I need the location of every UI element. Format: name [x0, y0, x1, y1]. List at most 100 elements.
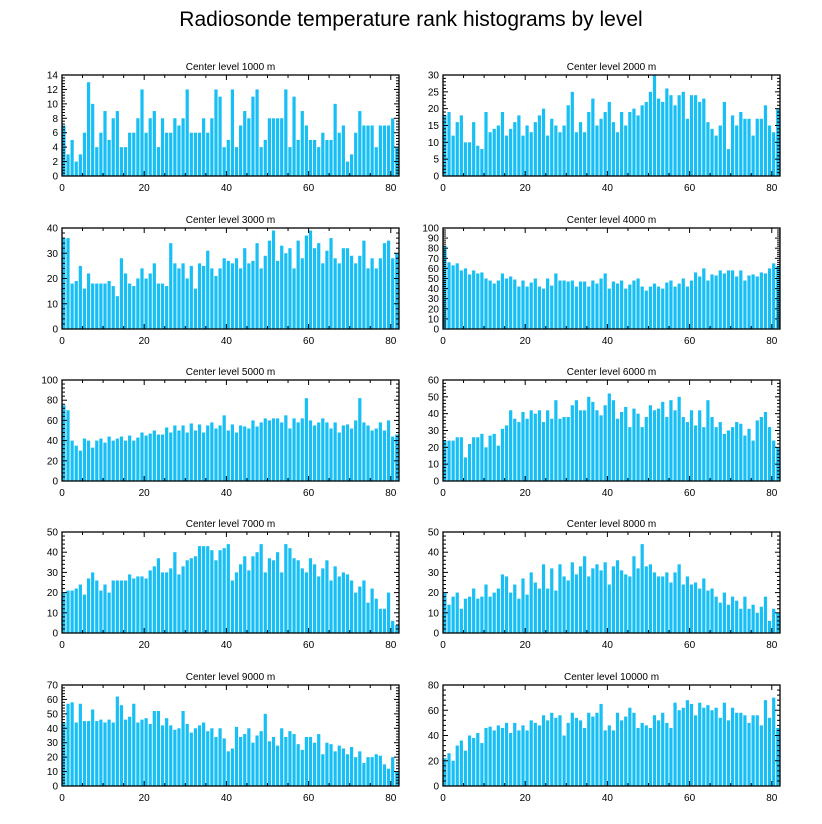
bar — [325, 250, 329, 329]
bar — [165, 572, 169, 633]
bar — [386, 125, 391, 176]
x-tick-label: 60 — [303, 640, 315, 651]
bar — [165, 286, 169, 329]
bar — [767, 620, 772, 633]
bar — [119, 580, 124, 633]
bar — [743, 596, 747, 633]
x-tick-label: 20 — [520, 488, 532, 499]
bar — [189, 732, 193, 786]
bar — [107, 436, 111, 481]
bar — [574, 400, 579, 481]
bar — [185, 278, 189, 329]
bar — [451, 265, 455, 329]
x-tick-label: 80 — [766, 336, 778, 347]
bar — [566, 580, 570, 633]
bar — [694, 582, 698, 633]
bar — [636, 115, 640, 176]
bar — [504, 722, 509, 787]
bar — [455, 122, 459, 176]
x-tick-label: 0 — [59, 640, 65, 651]
bar — [500, 428, 505, 481]
bar — [504, 425, 509, 481]
bar — [349, 255, 354, 329]
bar — [595, 564, 599, 633]
x-tick-label: 20 — [520, 336, 532, 347]
bar — [685, 422, 689, 481]
x-tick-label: 80 — [766, 640, 778, 651]
bar — [615, 132, 620, 176]
bar — [132, 703, 136, 786]
bar — [206, 132, 210, 176]
bar — [706, 590, 710, 633]
bar — [509, 592, 513, 633]
bar — [255, 243, 259, 329]
y-tick-label: 0 — [52, 629, 58, 640]
bar — [222, 415, 226, 481]
x-tick-label: 40 — [221, 488, 233, 499]
bar — [111, 118, 115, 176]
bar — [665, 88, 669, 176]
plot-frame — [61, 684, 400, 787]
bar — [230, 580, 235, 633]
bar — [546, 135, 550, 176]
bar — [763, 700, 768, 786]
bar — [488, 435, 492, 481]
bar — [99, 719, 103, 786]
bar — [615, 418, 620, 481]
bar — [317, 576, 321, 633]
y-tick-label: 100 — [422, 224, 439, 235]
bar — [395, 771, 399, 786]
bar — [313, 425, 317, 481]
bar — [648, 91, 652, 176]
x-tick-label: 0 — [59, 336, 65, 347]
bar — [74, 588, 78, 633]
bar — [222, 258, 226, 329]
bar — [574, 132, 579, 176]
bar — [255, 552, 259, 633]
bar — [541, 715, 546, 786]
bar — [537, 588, 542, 633]
bar — [255, 735, 259, 786]
bar — [472, 738, 476, 786]
bar — [718, 717, 722, 786]
bar — [591, 716, 595, 786]
bar — [202, 722, 206, 786]
bar — [333, 751, 337, 786]
y-tick-label: 70 — [428, 254, 440, 265]
bar — [550, 118, 554, 176]
bar — [677, 564, 681, 633]
y-tick-label: 30 — [428, 294, 440, 305]
x-tick-label: 60 — [303, 793, 315, 804]
bar — [698, 702, 702, 786]
y-tick-label: 0 — [52, 325, 58, 336]
bar — [513, 418, 517, 481]
bar — [513, 584, 517, 633]
bar — [136, 722, 140, 786]
bar — [321, 418, 325, 481]
bar — [632, 408, 636, 481]
bar — [206, 425, 210, 481]
bar — [480, 272, 484, 329]
bar — [276, 260, 280, 329]
bar — [759, 606, 763, 633]
bar — [214, 89, 218, 176]
bar — [333, 422, 337, 481]
y-tick-label: 10 — [47, 767, 59, 778]
bar — [317, 243, 321, 329]
bar — [587, 576, 591, 633]
bar — [271, 118, 276, 176]
bar — [177, 268, 181, 329]
bar — [107, 719, 111, 786]
bar — [156, 558, 161, 633]
bar — [144, 578, 148, 633]
bar — [263, 139, 267, 176]
bar — [652, 75, 657, 176]
bar — [362, 240, 366, 330]
bar — [681, 91, 685, 176]
y-tick-label: 12 — [47, 85, 59, 96]
bar — [533, 722, 537, 787]
bar — [644, 101, 648, 176]
bar — [119, 436, 124, 481]
bar — [374, 598, 378, 633]
bar — [280, 572, 284, 633]
